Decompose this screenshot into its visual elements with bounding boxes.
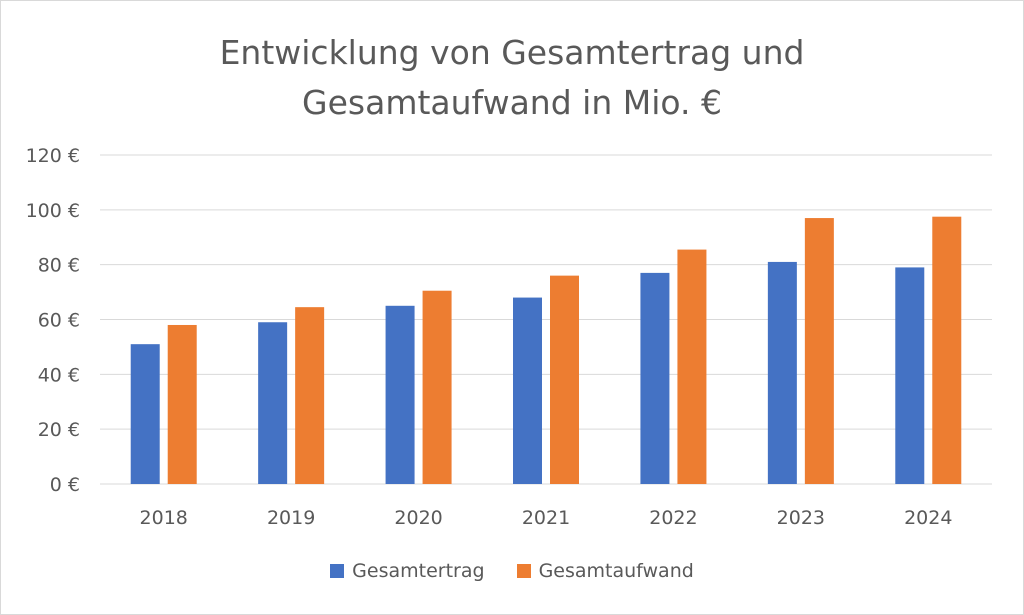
legend-swatch-gesamtaufwand: [516, 564, 531, 578]
bar-gesamtertrag-2024: [895, 267, 925, 484]
legend-label-gesamtertrag: Gesamtertrag: [352, 560, 485, 582]
bar-gesamtertrag-2019: [258, 322, 288, 484]
x-axis-ticks: 2018 2019 2020 2021 2022 2023 2024: [140, 507, 953, 529]
y-tick-label: 20 €: [38, 419, 80, 441]
y-tick-label: 40 €: [38, 364, 80, 386]
x-tick-label: 2018: [140, 507, 188, 529]
y-tick-label: 120 €: [26, 145, 80, 167]
x-tick-label: 2019: [267, 507, 315, 529]
y-tick-label: 0 €: [50, 474, 80, 496]
bar-gesamtaufwand-2021: [550, 275, 579, 484]
x-tick-label: 2020: [394, 507, 442, 529]
chart-title: Entwicklung von Gesamtertrag und Gesamta…: [0, 28, 1024, 128]
bar-gesamtaufwand-2022: [677, 249, 707, 484]
bar-gesamtertrag-2018: [130, 344, 160, 484]
x-tick-label: 2024: [904, 507, 952, 529]
x-tick-label: 2021: [522, 507, 570, 529]
legend-item-gesamtaufwand: Gesamtaufwand: [516, 560, 694, 582]
y-axis-ticks: 0 € 20 € 40 € 60 € 80 € 100 € 120 €: [26, 145, 80, 496]
bars: [130, 216, 962, 484]
grid-lines: [100, 154, 992, 485]
y-tick-label: 80 €: [38, 255, 80, 277]
legend-item-gesamtertrag: Gesamtertrag: [330, 560, 485, 582]
chart-title-line-2: Gesamtaufwand in Mio. €: [302, 83, 722, 122]
legend-label-gesamtaufwand: Gesamtaufwand: [538, 560, 694, 582]
bar-gesamtertrag-2020: [385, 305, 415, 484]
legend-swatch-gesamtertrag: [330, 564, 345, 578]
bar-gesamtaufwand-2023: [804, 218, 834, 484]
bar-gesamtertrag-2022: [640, 272, 670, 484]
bar-gesamtaufwand-2019: [295, 307, 325, 484]
bar-gesamtaufwand-2018: [167, 324, 197, 484]
bar-gesamtertrag-2021: [513, 297, 542, 484]
bar-gesamtaufwand-2020: [422, 290, 452, 484]
y-tick-label: 60 €: [38, 310, 80, 332]
x-tick-label: 2022: [649, 507, 697, 529]
x-tick-label: 2023: [777, 507, 825, 529]
chart-title-line-1: Entwicklung von Gesamtertrag und: [219, 33, 805, 72]
bar-gesamtertrag-2023: [767, 261, 797, 484]
bar-gesamtaufwand-2024: [932, 216, 962, 484]
legend: Gesamtertrag Gesamtaufwand: [0, 560, 1024, 582]
y-tick-label: 100 €: [26, 200, 80, 222]
